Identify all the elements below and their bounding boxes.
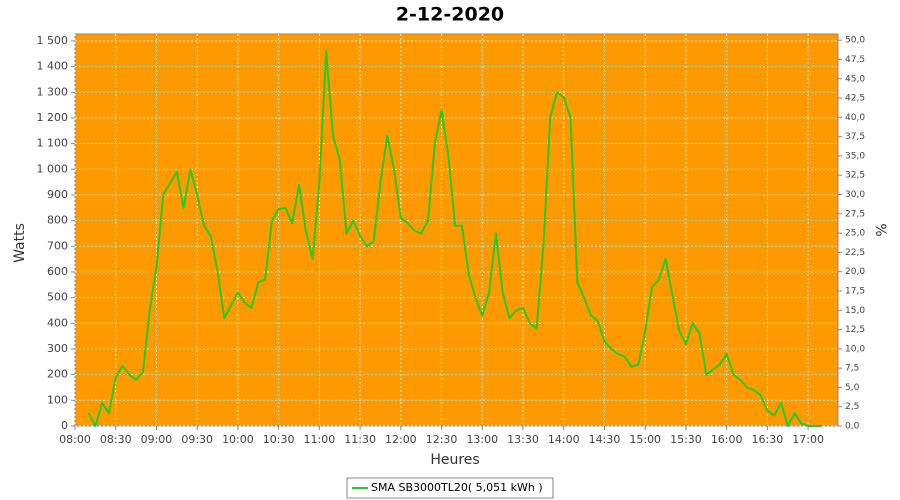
- y-tick-label: 1 400: [37, 60, 69, 73]
- x-axis-label: Heures: [430, 452, 479, 468]
- y2-tick-label: 2,5: [845, 402, 859, 412]
- y2-tick-label: 50,0: [845, 36, 865, 46]
- y2-tick-label: 32,5: [845, 171, 865, 181]
- y-tick-label: 900: [47, 188, 68, 201]
- y2-tick-label: 30,0: [845, 190, 865, 200]
- x-tick-label: 11:30: [344, 433, 376, 446]
- y2-tick-label: 42,5: [845, 94, 865, 104]
- legend-box: [346, 477, 554, 499]
- x-tick-label: 13:30: [507, 433, 539, 446]
- y2-tick-label: 35,0: [845, 151, 865, 161]
- x-tick-label: 14:30: [589, 433, 621, 446]
- y-tick-label: 400: [47, 316, 68, 329]
- y2-tick-label: 20,0: [845, 267, 865, 277]
- x-tick-label: 12:00: [385, 433, 417, 446]
- y2-tick-label: 15,0: [845, 306, 865, 316]
- x-tick-label: 17:00: [792, 433, 824, 446]
- y-tick-label: 700: [47, 239, 68, 252]
- x-tick-label: 08:00: [59, 433, 91, 446]
- x-tick-label: 16:30: [752, 433, 784, 446]
- y-tick-label: 1 000: [37, 162, 69, 175]
- y-tick-label: 800: [47, 214, 68, 227]
- y2-tick-label: 12,5: [845, 325, 865, 335]
- y-tick-label: 1 200: [37, 111, 69, 124]
- x-tick-label: 13:00: [466, 433, 498, 446]
- y-tick-label: 0: [61, 419, 68, 432]
- y2-tick-label: 25,0: [845, 229, 865, 239]
- y2-axis-label: %: [872, 223, 888, 236]
- plot-area: [74, 33, 839, 427]
- y-tick-label: 300: [47, 342, 68, 355]
- x-tick-label: 12:30: [426, 433, 458, 446]
- y2-tick-label: 22,5: [845, 248, 865, 258]
- y-tick-label: 1 300: [37, 85, 69, 98]
- y2-tick-label: 10,0: [845, 344, 865, 354]
- y2-tick-label: 40,0: [845, 113, 865, 123]
- x-tick-label: 15:30: [670, 433, 702, 446]
- y-axis-label: Watts: [12, 223, 28, 263]
- y-tick-label: 600: [47, 265, 68, 278]
- x-tick-label: 10:30: [263, 433, 295, 446]
- y2-tick-label: 27,5: [845, 209, 865, 219]
- x-tick-label: 11:00: [304, 433, 336, 446]
- legend-label: SMA SB3000TL20( 5,051 kWh ): [371, 481, 543, 494]
- x-tick-label: 16:00: [711, 433, 743, 446]
- y2-tick-label: 17,5: [845, 286, 865, 296]
- y2-tick-label: 45,0: [845, 74, 865, 84]
- y-tick-label: 200: [47, 368, 68, 381]
- chart-title: 2-12-2020: [396, 4, 504, 26]
- x-tick-label: 08:30: [100, 433, 132, 446]
- y-tick-label: 1 100: [37, 137, 69, 150]
- x-tick-label: 15:00: [629, 433, 661, 446]
- y2-tick-label: 37,5: [845, 132, 865, 142]
- x-tick-label: 10:00: [222, 433, 254, 446]
- x-tick-label: 09:00: [141, 433, 173, 446]
- x-tick-label: 09:30: [181, 433, 213, 446]
- y2-tick-label: 7,5: [845, 364, 859, 374]
- y2-tick-label: 0,0: [845, 422, 860, 432]
- y-tick-label: 1 500: [37, 34, 69, 47]
- y2-tick-label: 5,0: [845, 383, 860, 393]
- series-line: [87, 50, 822, 427]
- y-tick-label: 500: [47, 291, 68, 304]
- y-tick-label: 100: [47, 393, 68, 406]
- y2-tick-label: 47,5: [845, 55, 865, 65]
- x-tick-label: 14:00: [548, 433, 580, 446]
